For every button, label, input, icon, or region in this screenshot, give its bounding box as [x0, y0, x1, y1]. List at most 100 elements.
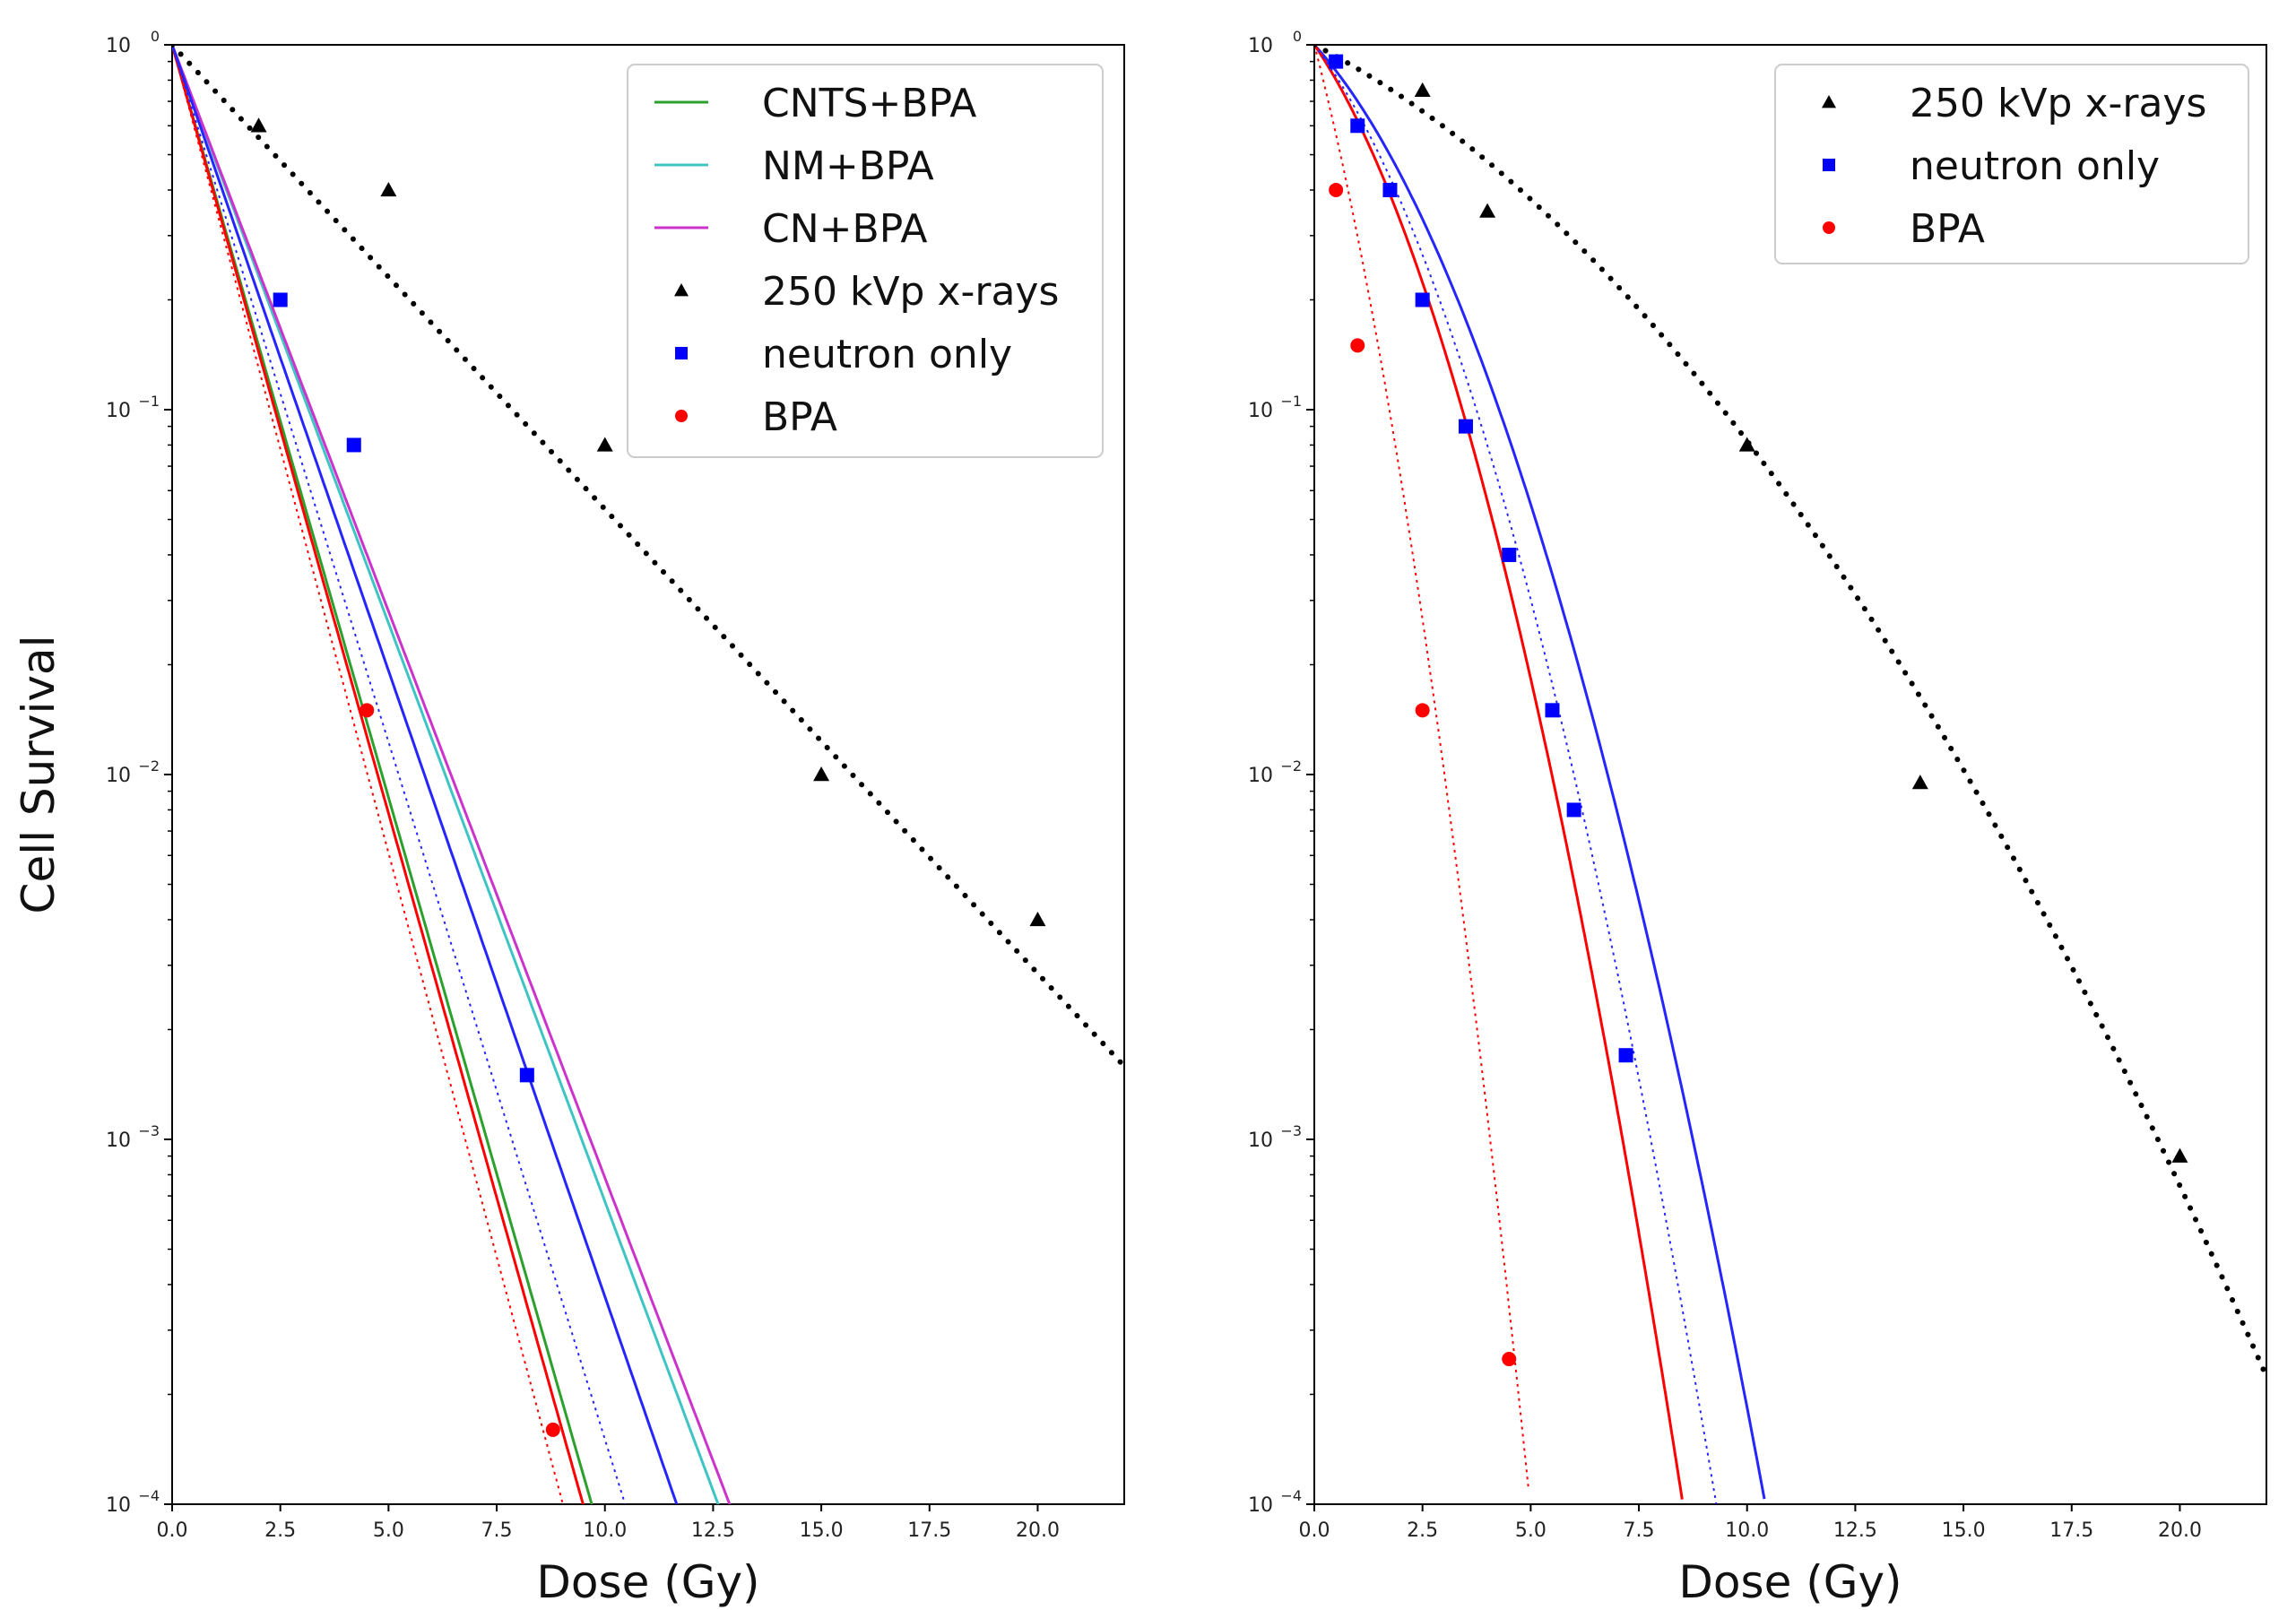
curve-x-ray-fit: [172, 45, 1124, 1069]
point-250-kvp-x-rays: [813, 766, 830, 782]
y-tick-exponent: −4: [138, 1487, 160, 1504]
y-tick-exponent: −4: [1280, 1487, 1302, 1504]
y-tick-label: 10: [106, 765, 131, 787]
x-tick-label: 2.5: [264, 1519, 296, 1542]
y-tick-label: 10: [1248, 35, 1273, 57]
x-tick-label: 20.0: [1016, 1519, 1060, 1542]
y-tick-exponent: −3: [1280, 1122, 1302, 1139]
legend-label: 250 kVp x-rays: [1910, 81, 2206, 126]
legend-square-swatch: [675, 347, 688, 359]
curve-bpa-fit: [172, 45, 585, 1504]
legend-square-swatch: [1823, 159, 1835, 171]
curve-bpa-dotted: [1314, 45, 1529, 1490]
curve-nm-bpa: [172, 45, 720, 1504]
legend-triangle-swatch: [674, 283, 689, 297]
curve-cn-bpa: [172, 45, 732, 1504]
legend-label: BPA: [762, 394, 837, 440]
point-neutron-only: [273, 292, 288, 307]
curve-bpa-dotted: [172, 45, 564, 1504]
y-tick-label: 10: [1248, 1130, 1273, 1152]
curve-neutron-fit: [172, 45, 679, 1504]
y-tick-exponent: −1: [1280, 393, 1302, 410]
point-neutron-only: [346, 437, 361, 453]
x-tick-label: 2.5: [1407, 1519, 1438, 1542]
x-tick-label: 20.0: [2158, 1519, 2202, 1542]
legend-box: [1774, 64, 2249, 264]
point-250-kvp-x-rays: [1029, 911, 1046, 927]
legend-triangle-swatch: [1822, 95, 1836, 108]
curve-neutron-fit: [1314, 45, 1766, 1500]
y-tick-exponent: −3: [138, 1122, 160, 1139]
legend-label: CNTS+BPA: [762, 81, 976, 126]
chart-panel-left: 0.0 2.5 5.0 7.5 10.0 12.5 15.0 17.5 20.0 10 0 10 −1 1…: [13, 28, 1125, 1608]
y-tick-exponent: −2: [1280, 757, 1302, 775]
y-tick-label: 10: [106, 1494, 131, 1517]
legend: CNTS+BPA NM+BPA CN+BPA 250 kVp x-rays neutro…: [627, 64, 1104, 458]
point-neutron-only: [1350, 118, 1365, 134]
point-neutron-only: [1618, 1048, 1633, 1063]
y-axis-label: Cell Survival: [13, 636, 65, 914]
point-bpa: [545, 1422, 560, 1437]
legend-label: neutron only: [1910, 143, 2160, 189]
curve-neutron-dotted: [172, 45, 627, 1504]
point-bpa: [1502, 1352, 1517, 1367]
y-tick-exponent: 0: [151, 28, 160, 45]
point-neutron-only: [1382, 182, 1398, 197]
legend-box: [627, 64, 1104, 458]
x-axis-label: Dose (Gy): [536, 1556, 759, 1608]
chart-panel-right: 0.0 2.5 5.0 7.5 10.0 12.5 15.0 17.5 20.0 10 0 10 −1 1…: [1248, 28, 2267, 1608]
y-tick-label: 10: [1248, 400, 1273, 422]
point-250-kvp-x-rays: [1911, 775, 1928, 790]
point-250-kvp-x-rays: [1414, 82, 1431, 98]
x-tick-label: 15.0: [800, 1519, 844, 1542]
point-250-kvp-x-rays: [250, 117, 267, 133]
point-bpa: [1350, 338, 1365, 353]
point-neutron-only: [1415, 292, 1430, 307]
point-neutron-only: [1566, 802, 1581, 818]
point-neutron-only: [1329, 54, 1344, 69]
legend-label: BPA: [1910, 206, 1985, 252]
legend-label: 250 kVp x-rays: [762, 269, 1059, 315]
y-tick-label: 10: [106, 1130, 131, 1152]
y-tick-label: 10: [106, 35, 131, 57]
x-tick-label: 0.0: [157, 1519, 188, 1542]
y-tick-label: 10: [106, 400, 131, 422]
point-neutron-only: [1545, 703, 1560, 718]
x-tick-label: 17.5: [2049, 1519, 2093, 1542]
legend: 250 kVp x-rays neutron only BPA: [1774, 64, 2249, 264]
legend-circle-swatch: [675, 410, 688, 422]
y-tick-exponent: −2: [138, 757, 160, 775]
point-250-kvp-x-rays: [380, 181, 397, 197]
x-tick-label: 0.0: [1299, 1519, 1330, 1542]
point-bpa: [1415, 703, 1430, 718]
point-250-kvp-x-rays: [2171, 1147, 2188, 1163]
x-tick-label: 10.0: [1725, 1519, 1769, 1542]
x-tick-label: 5.0: [1515, 1519, 1547, 1542]
y-tick-exponent: 0: [1293, 28, 1302, 45]
curve-cnts-bpa: [172, 45, 593, 1504]
curve-bpa-fit: [1314, 45, 1684, 1500]
y-tick-label: 10: [1248, 765, 1273, 787]
y-tick-exponent: −1: [138, 393, 160, 410]
x-tick-label: 15.0: [1942, 1519, 1986, 1542]
point-bpa: [360, 703, 375, 718]
point-neutron-only: [1502, 547, 1517, 562]
curve-neutron-dotted: [1314, 45, 1718, 1504]
point-neutron-only: [1458, 419, 1473, 434]
point-250-kvp-x-rays: [1479, 203, 1496, 218]
point-bpa: [1329, 182, 1344, 197]
x-tick-label: 7.5: [481, 1519, 513, 1542]
legend-circle-swatch: [1823, 221, 1835, 234]
point-neutron-only: [519, 1068, 534, 1083]
legend-label: NM+BPA: [762, 143, 934, 189]
x-tick-label: 12.5: [1833, 1519, 1877, 1542]
x-tick-label: 12.5: [691, 1519, 735, 1542]
x-tick-label: 17.5: [907, 1519, 951, 1542]
legend-label: CN+BPA: [762, 206, 928, 252]
y-tick-label: 10: [1248, 1494, 1273, 1517]
x-tick-label: 5.0: [373, 1519, 404, 1542]
point-250-kvp-x-rays: [596, 437, 613, 452]
x-tick-label: 7.5: [1624, 1519, 1655, 1542]
legend-label: neutron only: [762, 332, 1012, 377]
